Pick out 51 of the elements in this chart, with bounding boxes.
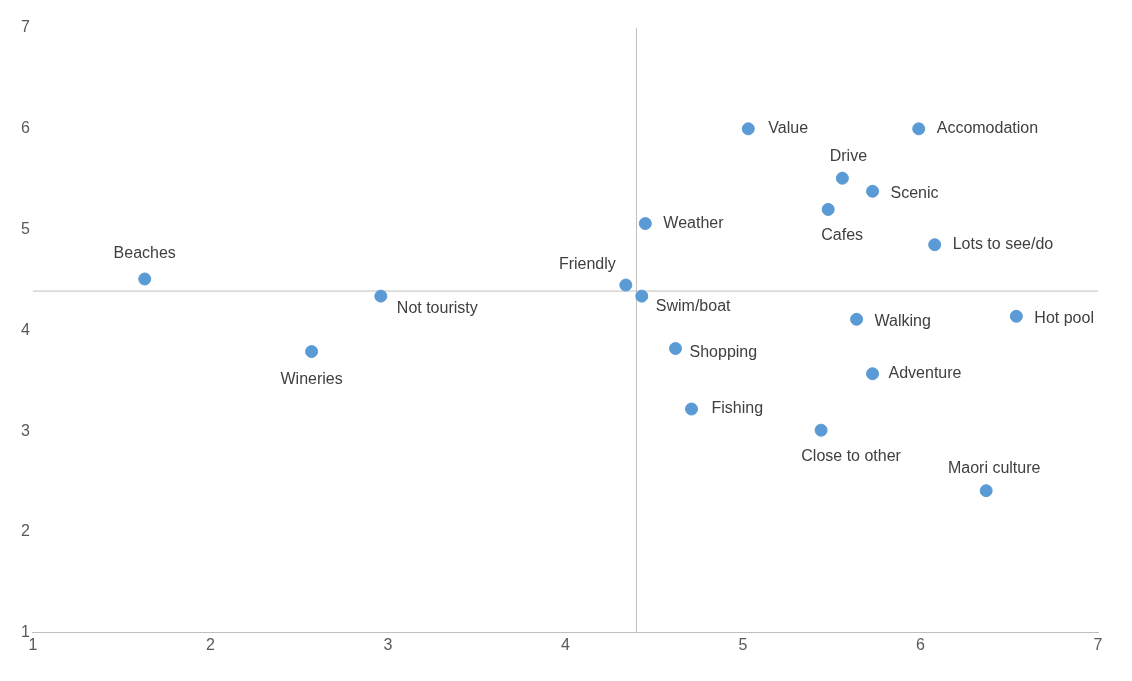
y-tick-label: 6 — [20, 119, 30, 137]
annotation: Lots to see/do — [952, 235, 1054, 253]
point — [669, 342, 683, 356]
point — [1009, 309, 1023, 323]
x-tick-label: 5 — [738, 635, 748, 653]
x-tick-label: 3 — [383, 635, 393, 653]
point — [638, 217, 652, 231]
annotation: Drive — [829, 146, 868, 164]
x-tick-label: 4 — [561, 635, 570, 653]
annotation: Weather — [663, 213, 725, 231]
annotation: Fishing — [711, 399, 764, 417]
point — [866, 367, 880, 381]
point — [866, 184, 880, 198]
annotation: Wineries — [280, 369, 343, 387]
point — [850, 312, 864, 326]
y-tick-label: 3 — [20, 421, 30, 439]
point — [684, 402, 698, 416]
y-tick-label: 1 — [20, 623, 30, 641]
point — [138, 272, 152, 286]
point — [821, 202, 835, 216]
x-tick-label: 6 — [916, 635, 926, 653]
point — [814, 423, 828, 437]
annotation: Swim/boat — [655, 296, 732, 314]
point — [979, 484, 993, 498]
annotation: Shopping — [689, 342, 758, 360]
annotation: Beaches — [113, 244, 176, 262]
x-tick-label: 2 — [205, 635, 215, 653]
x-tick-label: 7 — [1093, 635, 1103, 653]
y-tick-label: 4 — [20, 320, 30, 338]
annotation: Cafes — [821, 225, 864, 243]
y-tick-label: 5 — [20, 220, 30, 238]
point — [741, 122, 755, 136]
annotation: Friendly — [558, 255, 616, 273]
y-tick-label: 7 — [20, 18, 30, 36]
annotation: Scenic — [890, 183, 939, 201]
point — [305, 345, 319, 359]
annotation: Not touristy — [396, 298, 478, 316]
annotation: Accomodation — [936, 119, 1039, 137]
point — [635, 289, 649, 303]
annotation: Value — [768, 119, 809, 137]
point — [835, 171, 849, 185]
point — [912, 122, 926, 136]
annotation: Hot pool — [1034, 308, 1094, 326]
point — [619, 278, 633, 292]
annotation: Adventure — [888, 364, 962, 382]
annotation: Maori culture — [947, 459, 1041, 477]
y-tick-label: 2 — [20, 522, 30, 540]
point — [928, 238, 942, 252]
annotation: Close to other — [801, 446, 902, 464]
point — [374, 289, 388, 303]
annotation: Walking — [874, 311, 931, 329]
